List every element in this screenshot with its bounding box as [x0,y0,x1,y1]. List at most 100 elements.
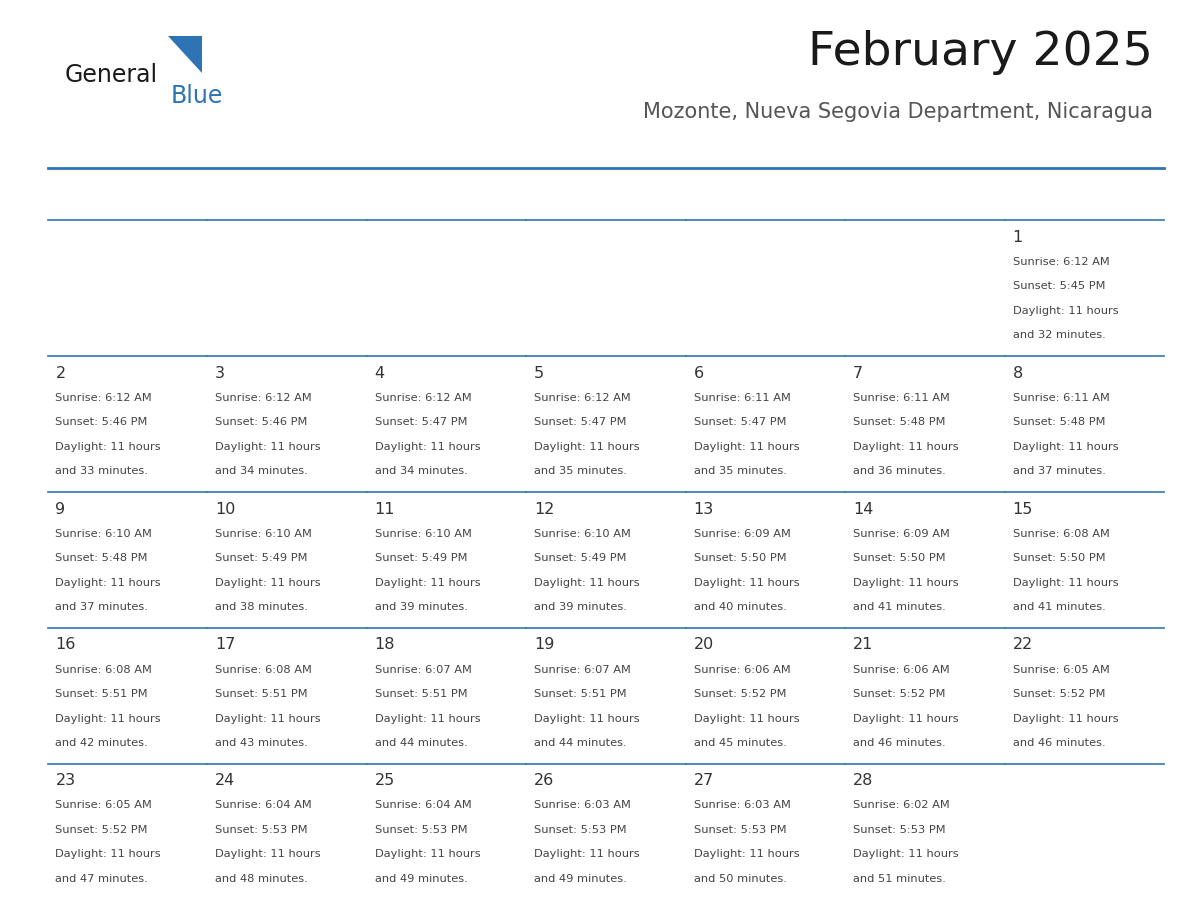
Text: Thursday: Thursday [695,187,770,203]
Text: 19: 19 [535,637,555,653]
Text: Daylight: 11 hours: Daylight: 11 hours [215,713,321,723]
Text: and 50 minutes.: and 50 minutes. [694,874,786,884]
Text: Sunrise: 6:10 AM: Sunrise: 6:10 AM [374,529,472,539]
Text: Sunrise: 6:11 AM: Sunrise: 6:11 AM [853,393,950,403]
Text: Sunrise: 6:10 AM: Sunrise: 6:10 AM [535,529,631,539]
Text: and 45 minutes.: and 45 minutes. [694,738,786,748]
Text: Daylight: 11 hours: Daylight: 11 hours [694,442,800,452]
Text: Daylight: 11 hours: Daylight: 11 hours [56,577,162,588]
Text: Sunrise: 6:09 AM: Sunrise: 6:09 AM [853,529,950,539]
Text: Sunset: 5:51 PM: Sunset: 5:51 PM [535,689,627,699]
Text: 17: 17 [215,637,235,653]
Text: 3: 3 [215,365,225,381]
Text: Sunset: 5:52 PM: Sunset: 5:52 PM [56,825,148,834]
Text: Daylight: 11 hours: Daylight: 11 hours [853,577,959,588]
Text: and 51 minutes.: and 51 minutes. [853,874,946,884]
Text: 9: 9 [56,501,65,517]
Text: and 38 minutes.: and 38 minutes. [215,602,308,612]
Text: Sunset: 5:49 PM: Sunset: 5:49 PM [535,554,626,563]
Text: Sunset: 5:52 PM: Sunset: 5:52 PM [1012,689,1105,699]
Text: Sunset: 5:51 PM: Sunset: 5:51 PM [374,689,467,699]
Text: Sunset: 5:50 PM: Sunset: 5:50 PM [694,554,786,563]
Text: General: General [64,63,157,87]
Text: and 42 minutes.: and 42 minutes. [56,738,148,748]
Text: Sunset: 5:51 PM: Sunset: 5:51 PM [215,689,308,699]
Text: Sunrise: 6:03 AM: Sunrise: 6:03 AM [694,800,790,811]
Text: Daylight: 11 hours: Daylight: 11 hours [694,713,800,723]
Text: Sunrise: 6:11 AM: Sunrise: 6:11 AM [1012,393,1110,403]
Text: 27: 27 [694,773,714,789]
Text: Sunset: 5:49 PM: Sunset: 5:49 PM [374,554,467,563]
Text: Sunday: Sunday [57,187,116,203]
Text: Sunrise: 6:04 AM: Sunrise: 6:04 AM [374,800,472,811]
Text: 16: 16 [56,637,76,653]
Text: Sunset: 5:53 PM: Sunset: 5:53 PM [853,825,946,834]
Text: and 41 minutes.: and 41 minutes. [853,602,946,612]
Text: Sunset: 5:46 PM: Sunset: 5:46 PM [215,418,308,427]
Text: Sunset: 5:53 PM: Sunset: 5:53 PM [215,825,308,834]
Text: and 39 minutes.: and 39 minutes. [374,602,467,612]
Text: Sunset: 5:47 PM: Sunset: 5:47 PM [694,418,786,427]
Text: and 46 minutes.: and 46 minutes. [1012,738,1105,748]
Text: and 32 minutes.: and 32 minutes. [1012,330,1106,341]
Text: Sunrise: 6:08 AM: Sunrise: 6:08 AM [56,665,152,675]
Text: 6: 6 [694,365,703,381]
Text: and 47 minutes.: and 47 minutes. [56,874,148,884]
Text: and 49 minutes.: and 49 minutes. [535,874,627,884]
Text: Sunrise: 6:08 AM: Sunrise: 6:08 AM [1012,529,1110,539]
Text: Sunset: 5:49 PM: Sunset: 5:49 PM [215,554,308,563]
Text: Sunset: 5:46 PM: Sunset: 5:46 PM [56,418,147,427]
Text: and 35 minutes.: and 35 minutes. [535,466,627,476]
Text: Daylight: 11 hours: Daylight: 11 hours [56,713,162,723]
Text: Sunset: 5:52 PM: Sunset: 5:52 PM [694,689,786,699]
Text: Sunrise: 6:06 AM: Sunrise: 6:06 AM [853,665,950,675]
Text: and 37 minutes.: and 37 minutes. [1012,466,1106,476]
Text: 2: 2 [56,365,65,381]
Text: and 36 minutes.: and 36 minutes. [853,466,946,476]
Text: Sunrise: 6:12 AM: Sunrise: 6:12 AM [535,393,631,403]
Text: Daylight: 11 hours: Daylight: 11 hours [853,713,959,723]
Text: Sunset: 5:48 PM: Sunset: 5:48 PM [1012,418,1105,427]
Text: 11: 11 [374,501,396,517]
Text: and 49 minutes.: and 49 minutes. [374,874,467,884]
Text: Daylight: 11 hours: Daylight: 11 hours [215,849,321,859]
Text: Sunset: 5:52 PM: Sunset: 5:52 PM [853,689,946,699]
Text: Daylight: 11 hours: Daylight: 11 hours [694,577,800,588]
Text: Sunrise: 6:04 AM: Sunrise: 6:04 AM [215,800,311,811]
Text: 28: 28 [853,773,873,789]
Text: Sunset: 5:47 PM: Sunset: 5:47 PM [374,418,467,427]
Text: Daylight: 11 hours: Daylight: 11 hours [1012,713,1118,723]
Text: Saturday: Saturday [1015,187,1087,203]
Text: 18: 18 [374,637,396,653]
Text: 26: 26 [535,773,555,789]
Text: 12: 12 [535,501,555,517]
Text: and 46 minutes.: and 46 minutes. [853,738,946,748]
Text: 23: 23 [56,773,76,789]
Text: 20: 20 [694,637,714,653]
Text: Sunset: 5:45 PM: Sunset: 5:45 PM [1012,282,1105,291]
Text: Sunrise: 6:09 AM: Sunrise: 6:09 AM [694,529,790,539]
Text: Daylight: 11 hours: Daylight: 11 hours [535,849,639,859]
Text: 21: 21 [853,637,873,653]
Text: Sunrise: 6:11 AM: Sunrise: 6:11 AM [694,393,790,403]
Text: Sunrise: 6:12 AM: Sunrise: 6:12 AM [56,393,152,403]
Text: and 44 minutes.: and 44 minutes. [374,738,467,748]
Text: Sunrise: 6:06 AM: Sunrise: 6:06 AM [694,665,790,675]
Text: 5: 5 [535,365,544,381]
Text: and 48 minutes.: and 48 minutes. [215,874,308,884]
Text: Wednesday: Wednesday [536,187,630,203]
Text: Daylight: 11 hours: Daylight: 11 hours [374,442,480,452]
Text: Sunset: 5:53 PM: Sunset: 5:53 PM [535,825,627,834]
Polygon shape [169,36,202,73]
Text: Sunrise: 6:10 AM: Sunrise: 6:10 AM [215,529,312,539]
Text: and 41 minutes.: and 41 minutes. [1012,602,1106,612]
Text: Sunrise: 6:12 AM: Sunrise: 6:12 AM [215,393,311,403]
Text: Daylight: 11 hours: Daylight: 11 hours [1012,306,1118,316]
Text: Sunset: 5:51 PM: Sunset: 5:51 PM [56,689,148,699]
Text: and 44 minutes.: and 44 minutes. [535,738,627,748]
Text: and 34 minutes.: and 34 minutes. [215,466,308,476]
Text: and 37 minutes.: and 37 minutes. [56,602,148,612]
Text: Sunset: 5:47 PM: Sunset: 5:47 PM [535,418,626,427]
Text: 24: 24 [215,773,235,789]
Text: 10: 10 [215,501,235,517]
